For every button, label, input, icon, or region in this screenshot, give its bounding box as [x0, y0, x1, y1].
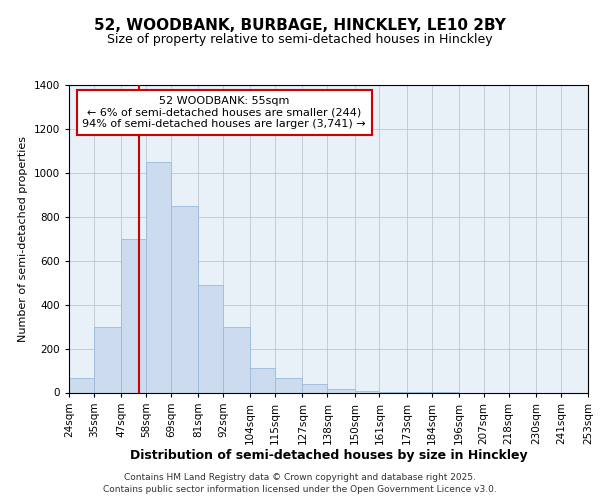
Text: 52 WOODBANK: 55sqm
← 6% of semi-detached houses are smaller (244)
94% of semi-de: 52 WOODBANK: 55sqm ← 6% of semi-detached…: [82, 96, 366, 129]
Text: 52, WOODBANK, BURBAGE, HINCKLEY, LE10 2BY: 52, WOODBANK, BURBAGE, HINCKLEY, LE10 2B…: [94, 18, 506, 32]
Text: Contains HM Land Registry data © Crown copyright and database right 2025.: Contains HM Land Registry data © Crown c…: [124, 472, 476, 482]
Bar: [223, 326, 250, 392]
Bar: [94, 326, 121, 392]
Bar: [171, 206, 198, 392]
Bar: [121, 239, 146, 392]
Y-axis label: Number of semi-detached properties: Number of semi-detached properties: [18, 136, 28, 342]
Bar: [302, 384, 328, 392]
Text: Size of property relative to semi-detached houses in Hinckley: Size of property relative to semi-detach…: [107, 32, 493, 46]
Bar: [198, 285, 223, 393]
Bar: [275, 378, 302, 392]
Bar: [328, 389, 355, 392]
Bar: [250, 368, 275, 392]
Bar: [146, 162, 171, 392]
Text: Contains public sector information licensed under the Open Government Licence v3: Contains public sector information licen…: [103, 485, 497, 494]
Bar: [69, 378, 94, 392]
X-axis label: Distribution of semi-detached houses by size in Hinckley: Distribution of semi-detached houses by …: [130, 449, 527, 462]
